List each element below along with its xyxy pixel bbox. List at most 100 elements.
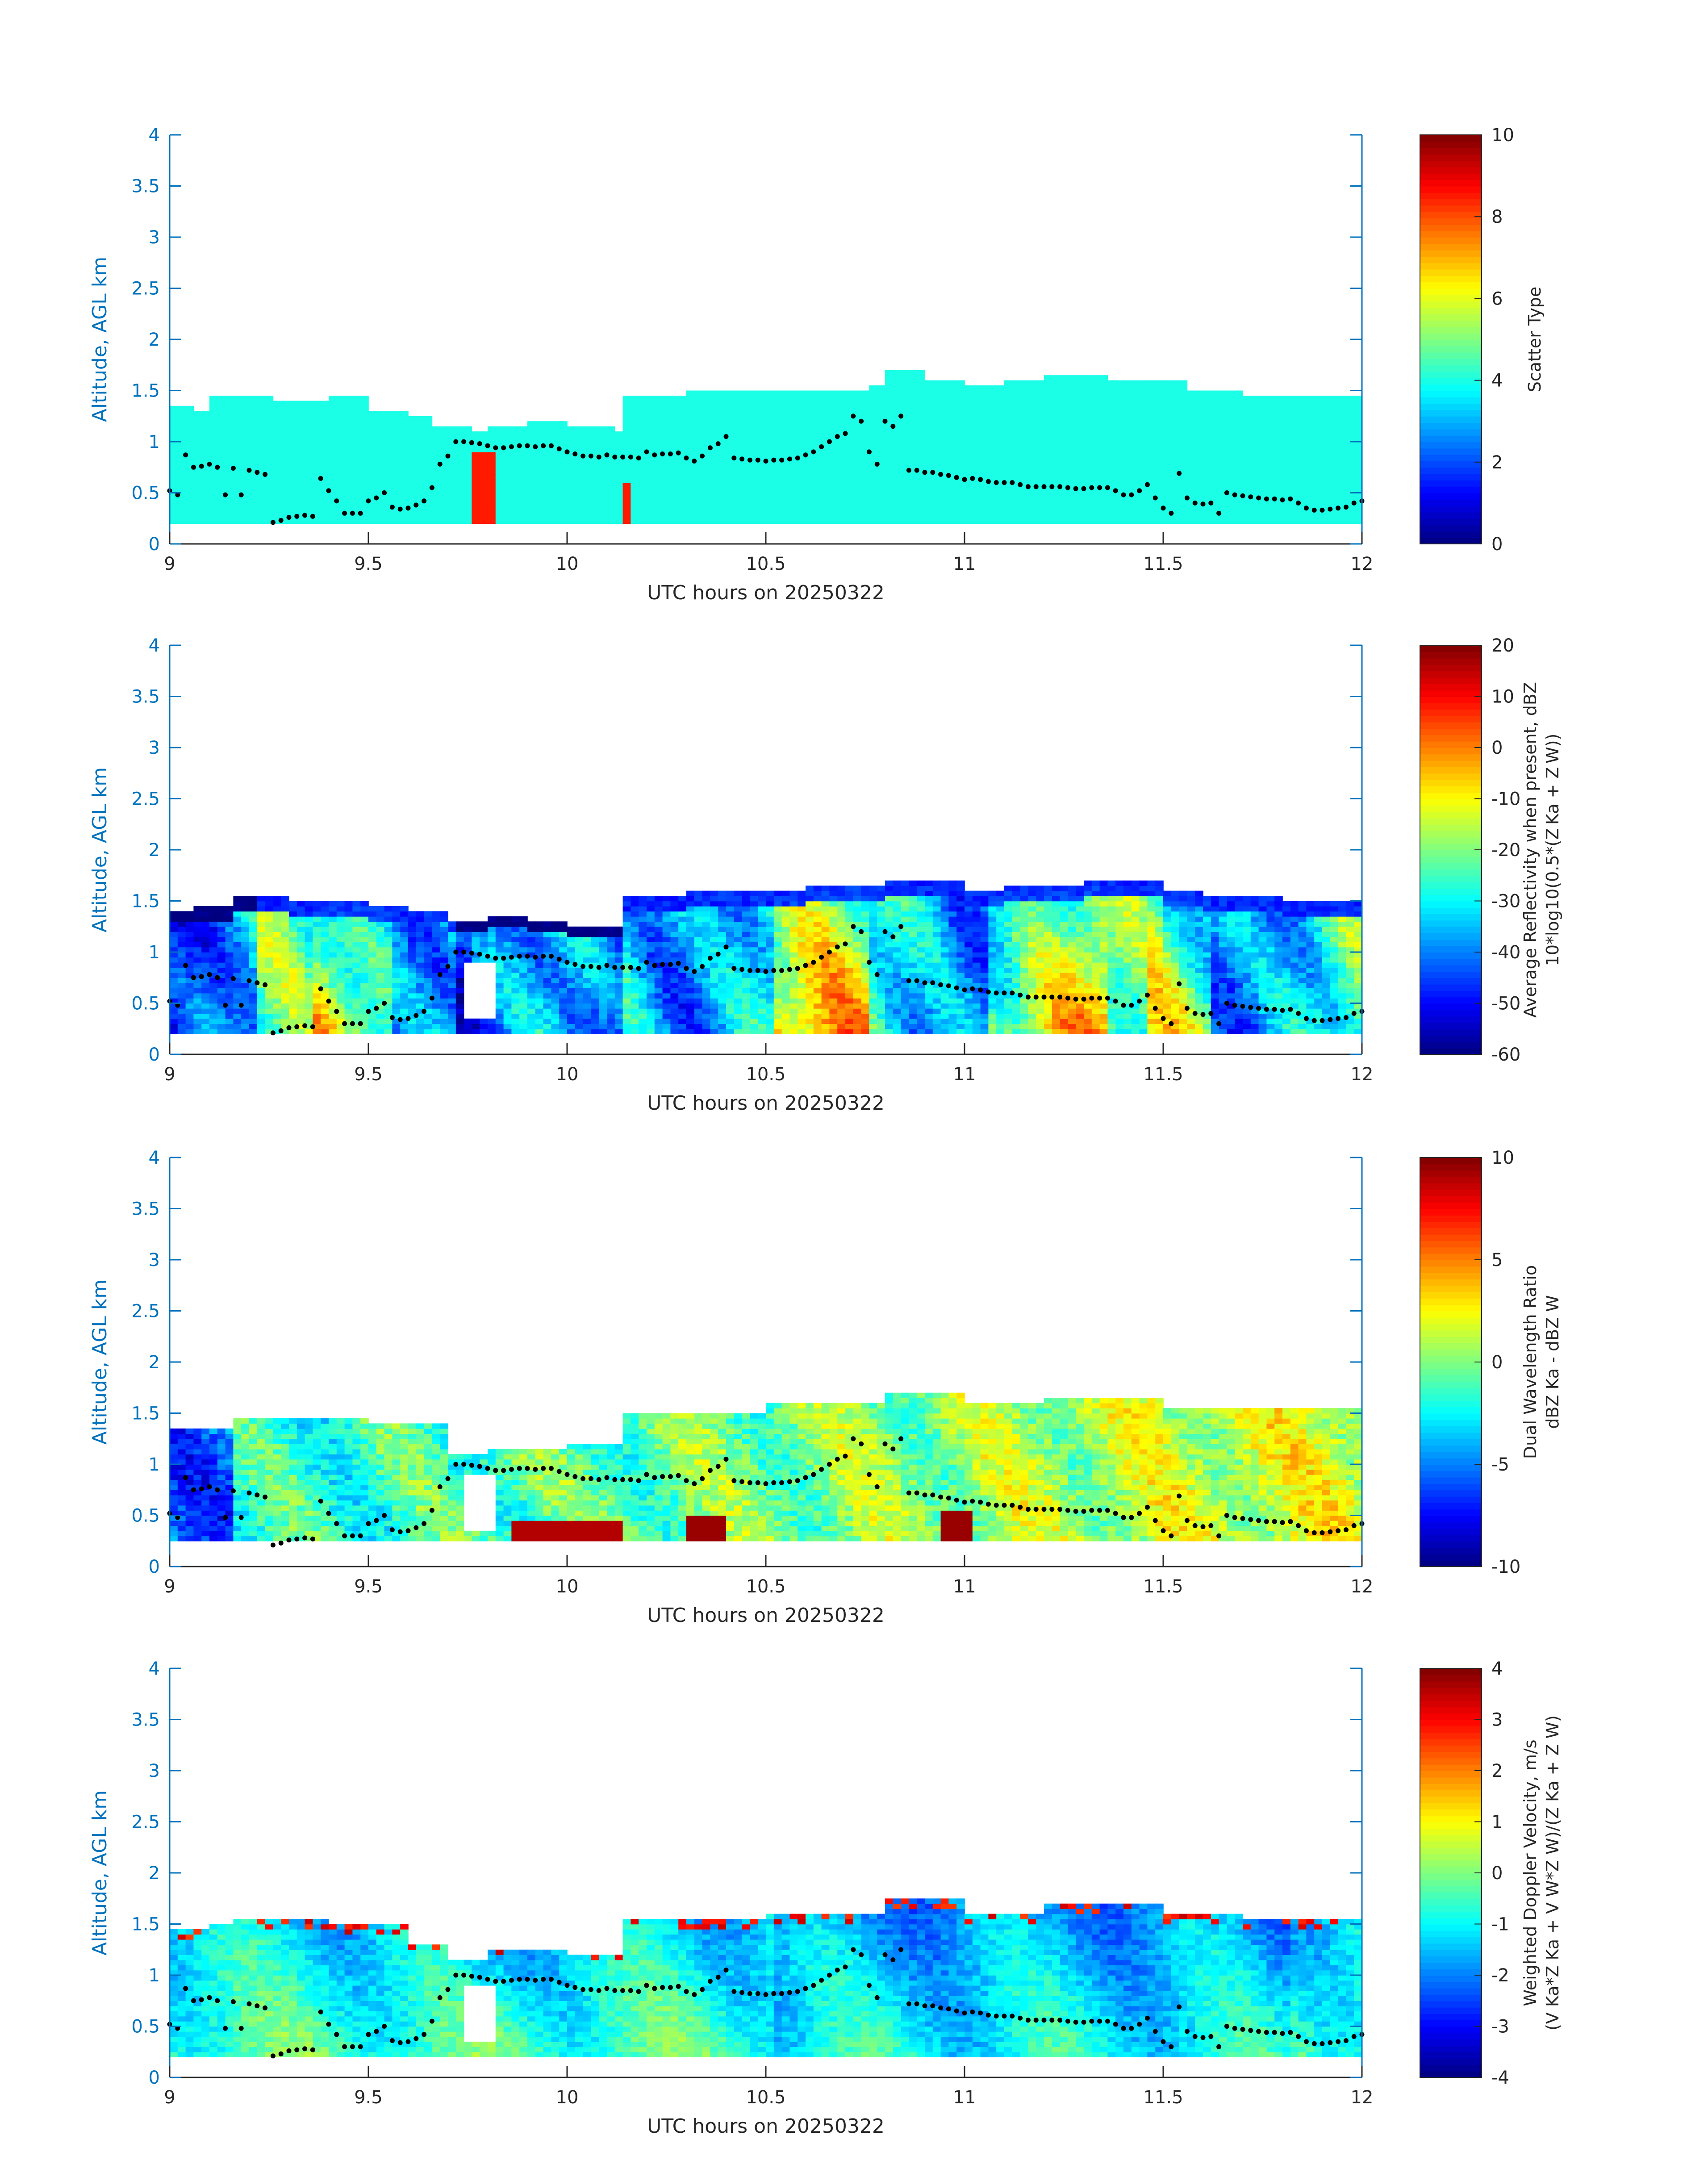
heatmap-cell: [575, 477, 584, 483]
heatmap-cell: [321, 416, 329, 422]
heatmap-cell: [201, 426, 210, 432]
heatmap-cell: [893, 508, 902, 514]
heatmap-cell: [257, 998, 266, 1004]
heatmap-cell: [233, 911, 242, 917]
heatmap-cell: [233, 482, 242, 488]
heatmap-cell: [742, 426, 751, 432]
heatmap-cell: [662, 467, 671, 473]
heatmap-cell: [734, 482, 743, 488]
heatmap-cell: [519, 482, 528, 488]
data-dot: [556, 446, 562, 451]
heatmap-cell: [1211, 421, 1219, 427]
heatmap-cell: [233, 936, 242, 942]
heatmap-cell: [416, 1024, 425, 1029]
heatmap-cell: [806, 508, 814, 514]
heatmap-cell: [281, 462, 289, 468]
heatmap-cell: [821, 513, 830, 519]
heatmap-cell: [352, 926, 361, 932]
heatmap-cell: [193, 447, 202, 452]
heatmap-cell: [281, 416, 289, 422]
heatmap-cell: [869, 385, 877, 391]
data-dot: [668, 451, 673, 456]
heatmap-cell: [384, 411, 393, 417]
heatmap-cell: [821, 405, 830, 412]
heatmap-cell: [217, 957, 226, 963]
heatmap-cell: [1282, 503, 1291, 509]
heatmap-cell: [201, 1003, 210, 1009]
heatmap-cell: [193, 982, 202, 988]
heatmap-cell: [265, 947, 274, 953]
heatmap-cell: [1179, 385, 1188, 391]
heatmap-cell: [249, 1024, 258, 1029]
heatmap-cell: [384, 508, 393, 514]
heatmap-cell: [932, 451, 941, 458]
heatmap-cell: [241, 457, 250, 463]
heatmap-cell: [368, 513, 377, 519]
heatmap-cell: [257, 482, 266, 488]
heatmap-cell: [591, 467, 599, 473]
heatmap-cell: [1266, 396, 1275, 401]
heatmap-cell: [432, 518, 440, 524]
heatmap-cell: [177, 411, 186, 417]
heatmap-cell: [177, 967, 186, 973]
heatmap-cell: [622, 472, 631, 478]
heatmap-cell: [1235, 421, 1243, 427]
heatmap-cell: [273, 1008, 281, 1014]
heatmap-cell: [1290, 493, 1299, 498]
heatmap-cell: [869, 488, 877, 493]
y-tick-label: 2.5: [131, 279, 160, 299]
heatmap-cell: [853, 513, 862, 519]
heatmap-cell: [1187, 405, 1195, 412]
heatmap-cell: [614, 482, 623, 488]
heatmap-cell: [639, 436, 647, 442]
heatmap-cell: [321, 503, 329, 509]
heatmap-cell: [1314, 493, 1323, 498]
heatmap-cell: [980, 451, 989, 458]
data-dot: [541, 443, 546, 448]
heatmap-cell: [488, 932, 496, 937]
heatmap-cell: [1314, 477, 1323, 483]
heatmap-cell: [1131, 411, 1140, 417]
heatmap-cell: [1179, 447, 1188, 452]
heatmap-cell: [488, 926, 496, 932]
heatmap-cell: [472, 447, 480, 452]
heatmap-cell: [893, 498, 902, 504]
heatmap-cell: [1115, 442, 1124, 447]
heatmap-cell: [384, 451, 393, 458]
heatmap-cell: [1354, 442, 1362, 447]
heatmap-cell: [853, 472, 862, 478]
heatmap-cell: [1115, 467, 1124, 473]
data-dot: [294, 514, 300, 519]
heatmap-cell: [1068, 447, 1076, 452]
heatmap-cell: [1187, 508, 1195, 514]
heatmap-cell: [225, 1028, 234, 1034]
heatmap-cell: [448, 932, 456, 937]
heatmap-cell: [225, 503, 234, 509]
heatmap-cell: [233, 488, 242, 493]
heatmap-cell: [965, 488, 973, 493]
heatmap-cell: [972, 385, 981, 391]
colorbar-tick-label: 6: [1491, 288, 1503, 309]
heatmap-cell: [789, 508, 798, 514]
heatmap-cell: [1123, 503, 1132, 509]
heatmap-cell: [400, 1008, 409, 1014]
heatmap-cell: [893, 457, 902, 463]
heatmap-cell: [622, 477, 631, 483]
heatmap-cell: [233, 942, 242, 948]
heatmap-cell: [789, 472, 798, 478]
heatmap-cell: [432, 472, 440, 478]
heatmap-cell: [368, 457, 377, 463]
heatmap-cell: [694, 462, 703, 468]
heatmap-cell: [829, 488, 838, 493]
heatmap-cell: [392, 957, 401, 963]
heatmap-cell: [1274, 431, 1283, 437]
heatmap-cell: [1258, 426, 1267, 432]
heatmap-cell: [877, 401, 885, 406]
heatmap-cell: [233, 442, 242, 447]
heatmap-cell: [241, 906, 250, 912]
heatmap-cell: [432, 426, 440, 432]
heatmap-cell: [368, 993, 377, 999]
heatmap-cell: [344, 457, 353, 463]
heatmap-cell: [837, 411, 846, 417]
heatmap-cell: [177, 982, 186, 988]
